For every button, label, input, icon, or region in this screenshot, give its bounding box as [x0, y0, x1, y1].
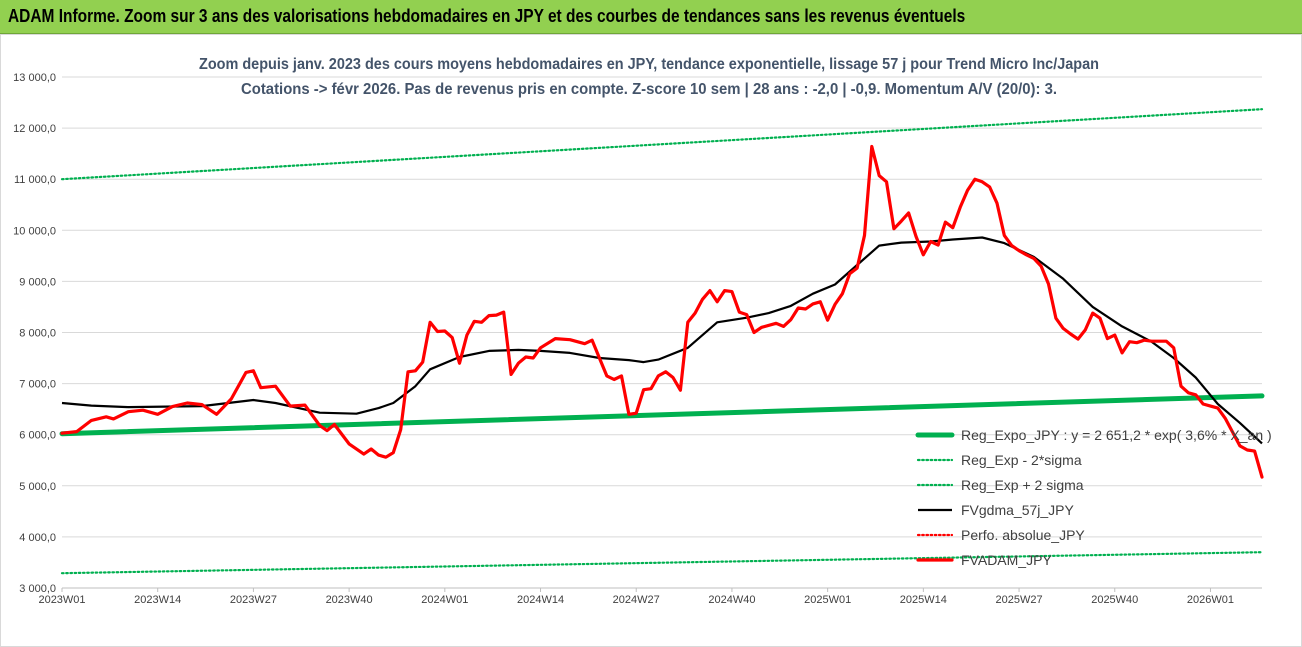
chart-title-line-2: Cotations -> févr 2026. Pas de revenus p… — [241, 81, 1057, 98]
series-line-2 — [60, 108, 1264, 181]
y-tick-label: 9 000,0 — [19, 276, 56, 288]
legend-entry-label: FVgdma_57j_JPY — [961, 502, 1075, 518]
y-tick-label: 7 000,0 — [19, 379, 56, 391]
x-tick-label: 2023W27 — [230, 594, 277, 606]
x-tick-label: 2024W40 — [708, 594, 755, 606]
x-tick-label: 2023W14 — [134, 594, 181, 606]
report-banner: ADAM Informe. Zoom sur 3 ans des valoris… — [0, 0, 1302, 34]
series-line-3 — [61, 236, 1263, 445]
x-axis-tick-labels: 2023W01 2023W14 2023W27 2023W40 2024W01 2024W… — [38, 594, 1234, 606]
x-tick-label: 2024W01 — [421, 594, 468, 606]
y-tick-label: 5 000,0 — [19, 481, 56, 493]
x-tick-label: 2026W01 — [1187, 594, 1234, 606]
legend-entry-label: Reg_Exp - 2*sigma — [961, 452, 1082, 468]
y-tick-label: 13 000,0 — [13, 72, 56, 84]
series-line-5 — [60, 144, 1264, 479]
y-tick-label: 6 000,0 — [19, 430, 56, 442]
legend-entry-label: FVADAM_JPY — [961, 552, 1052, 568]
x-tick-label: 2025W27 — [996, 594, 1043, 606]
legend-entry-label: Reg_Expo_JPY : y = 2 651,2 * exp( 3,6% *… — [961, 427, 1272, 443]
x-tick-label: 2025W40 — [1091, 594, 1138, 606]
x-tick-label: 2025W14 — [900, 594, 947, 606]
y-tick-label: 8 000,0 — [19, 328, 56, 340]
y-tick-label: 11 000,0 — [14, 174, 56, 186]
y-tick-label: 10 000,0 — [13, 225, 56, 237]
series-line-0 — [59, 393, 1265, 437]
chart-title: Zoom depuis janv. 2023 des cours moyens … — [199, 56, 1099, 98]
x-tick-label: 2025W01 — [804, 594, 851, 606]
y-tick-label: 12 000,0 — [13, 123, 56, 135]
x-tick-label: 2023W01 — [38, 594, 85, 606]
x-tick-label: 2024W27 — [613, 594, 660, 606]
series-line-1 — [60, 551, 1264, 575]
legend: Reg_Expo_JPY : y = 2 651,2 * exp( 3,6% *… — [915, 427, 1272, 568]
gridlines — [61, 76, 1262, 592]
legend-entry-label: Reg_Exp + 2 sigma — [961, 477, 1084, 493]
chart-title-line-1: Zoom depuis janv. 2023 des cours moyens … — [199, 56, 1099, 73]
report-banner-title: ADAM Informe. Zoom sur 3 ans des valoris… — [8, 6, 966, 26]
legend-entry-label: Perfo. absolue_JPY — [961, 527, 1085, 543]
x-tick-label: 2023W40 — [326, 594, 373, 606]
series-lines — [59, 108, 1265, 575]
y-tick-label: 4 000,0 — [19, 532, 56, 544]
y-tick-label: 3 000,0 — [19, 583, 56, 595]
y-axis-tick-labels: 3 000,0 4 000,0 5 000,0 6 000,0 7 000,0 8 000… — [13, 72, 56, 595]
x-tick-label: 2024W14 — [517, 594, 564, 606]
